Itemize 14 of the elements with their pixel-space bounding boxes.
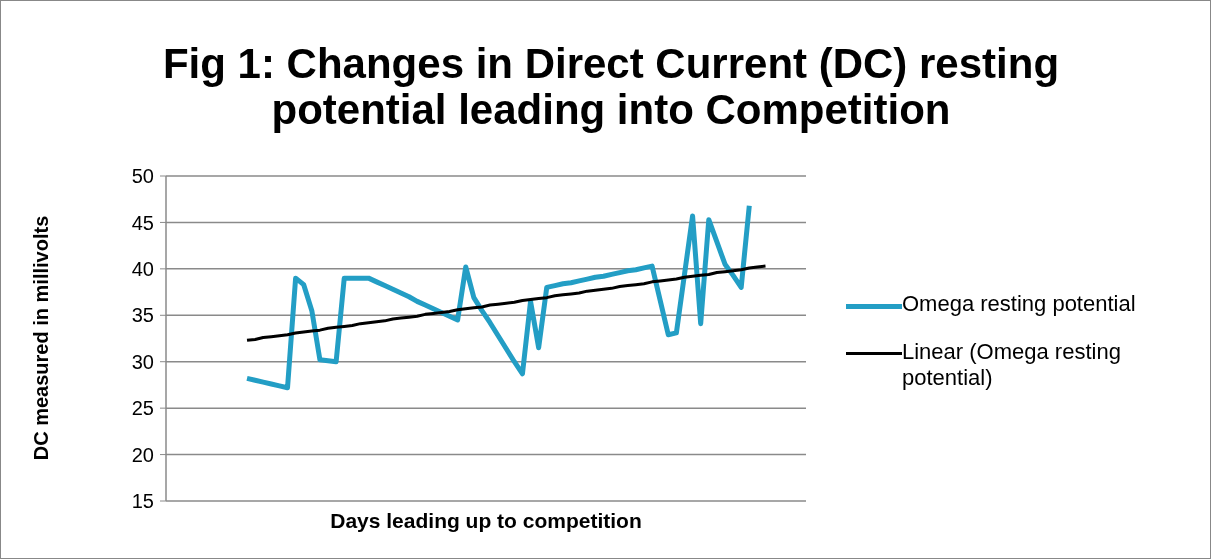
y-tick-label: 25 [131,397,154,420]
legend-label: Linear (Omega resting potential) [902,339,1122,391]
y-tick-label: 30 [131,350,154,373]
line-series [245,264,767,342]
y-tick-label: 35 [131,304,154,327]
chart-title: Fig 1: Changes in Direct Current (DC) resting potential leading into Competition [161,40,1061,133]
y-tick-label: 15 [131,490,154,513]
legend-label: Omega resting potential [902,291,1137,317]
y-tick-label: 20 [131,443,154,466]
y-axis-title: DC measured in millivolts [29,215,53,461]
x-axis-title: Days leading up to competition [329,509,643,533]
y-tick-label: 40 [131,257,154,280]
y-tick-label: 50 [131,165,154,188]
y-tick-label: 45 [131,211,154,234]
